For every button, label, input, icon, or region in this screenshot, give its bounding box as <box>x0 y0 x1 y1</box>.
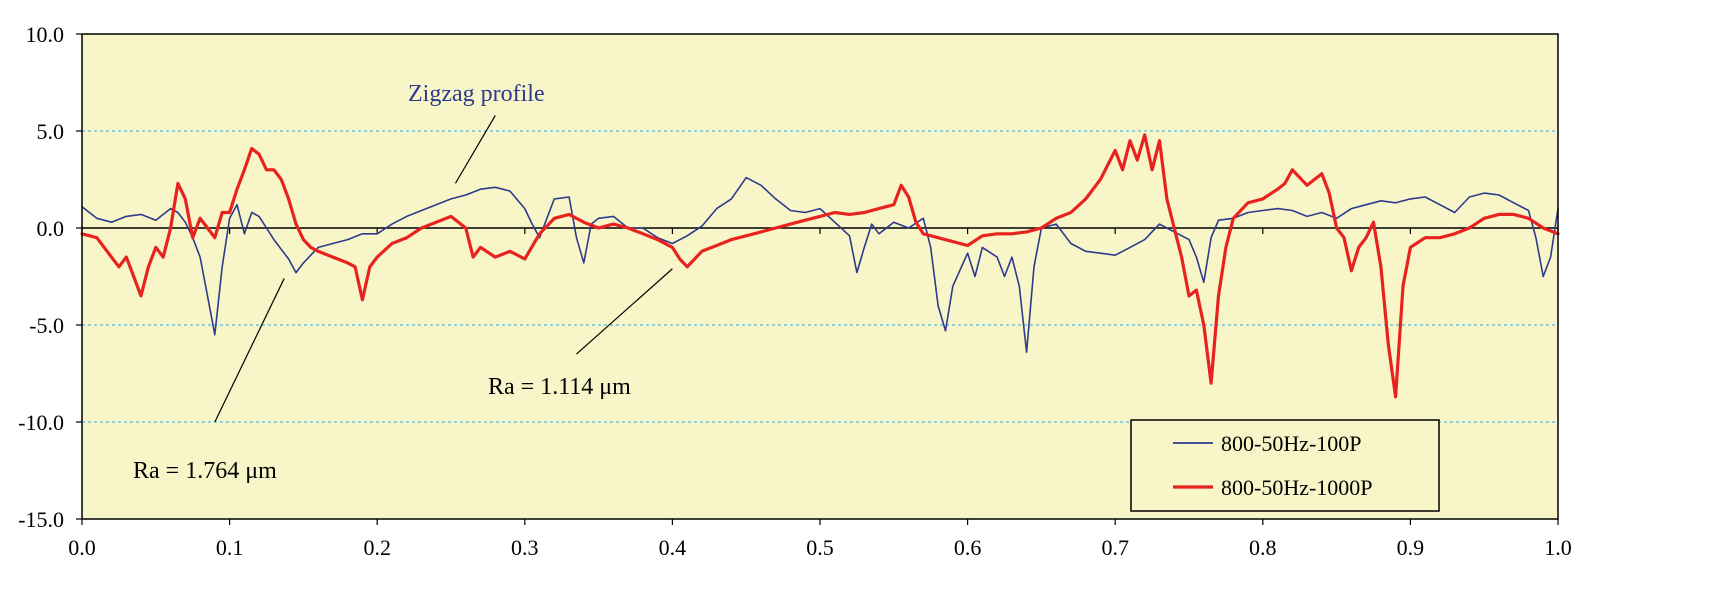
series-layer <box>80 133 1560 399</box>
series-line-blue <box>81 176 1559 354</box>
annotation-zigzag-profile: Zigzag profile <box>408 81 545 107</box>
x-tick-label: 0.4 <box>659 535 687 560</box>
legend: 800-50Hz-100P 800-50Hz-1000P <box>1130 419 1440 512</box>
plot-frame <box>81 33 1559 520</box>
x-tick-label: 0.6 <box>954 535 982 560</box>
y-tick-label: -15.0 <box>18 507 64 532</box>
y-tick-label: 5.0 <box>37 119 65 144</box>
x-tick-label: 0.3 <box>511 535 539 560</box>
annotation-leader-ra-1114 <box>576 268 673 355</box>
x-tick-label: 0.9 <box>1397 535 1425 560</box>
legend-label-100p: 800-50Hz-100P <box>1221 431 1362 456</box>
x-tick-label: 0.2 <box>363 535 391 560</box>
x-tick-label: 0.8 <box>1249 535 1277 560</box>
y-axis-ticks: 10.0 5.0 0.0 -5.0 -10.0 -15.0 <box>18 22 82 532</box>
legend-box <box>1130 419 1440 512</box>
y-tick-label: 10.0 <box>26 22 65 47</box>
annotation-leader-zigzag <box>454 115 496 184</box>
annotation-ra-1764: Ra = 1.764 μm <box>133 458 277 484</box>
x-axis-ticks: 0.0 0.1 0.2 0.3 0.4 0.5 0.6 0.7 0.8 0.9 1.0 <box>68 228 1572 560</box>
x-tick-label: 0.5 <box>806 535 834 560</box>
legend-label-1000p: 800-50Hz-1000P <box>1221 475 1373 500</box>
annotation-leader-ra-1764 <box>214 278 285 423</box>
annotation-ra-1114: Ra = 1.114 μm <box>488 374 631 400</box>
x-tick-label: 0.7 <box>1101 535 1129 560</box>
y-tick-label: -5.0 <box>29 313 64 338</box>
x-tick-label: 0.1 <box>216 535 244 560</box>
series-line-red <box>80 133 1560 399</box>
x-tick-label: 1.0 <box>1544 535 1572 560</box>
annotations: Zigzag profile Ra = 1.114 μm Ra = 1.764 … <box>133 81 673 484</box>
y-tick-label: -10.0 <box>18 410 64 435</box>
y-tick-label: 0.0 <box>37 216 65 241</box>
x-tick-label: 0.0 <box>68 535 96 560</box>
